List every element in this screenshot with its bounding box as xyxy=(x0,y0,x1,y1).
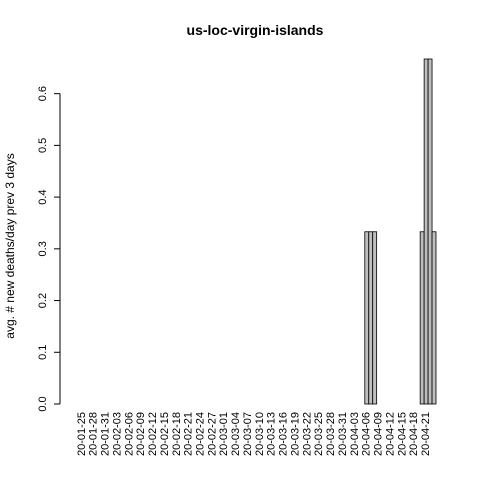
bar xyxy=(368,231,374,405)
x-tick-label: 20-03-10 xyxy=(254,412,266,456)
y-tick-label: 0.3 xyxy=(37,241,49,256)
x-tick-label: 20-03-31 xyxy=(337,412,349,456)
bar xyxy=(431,231,437,405)
x-tick-label: 20-01-25 xyxy=(76,412,88,456)
bar xyxy=(427,58,433,405)
x-tick-label: 20-03-22 xyxy=(301,412,313,456)
x-axis: 20-01-25 20-01-28 20-01-31 20-02-03 20-02-06… xyxy=(76,412,432,456)
y-tick-label: 0.0 xyxy=(37,396,49,411)
x-tick-label: 20-01-28 xyxy=(88,412,100,456)
x-tick-label: 20-04-21 xyxy=(420,412,432,456)
x-tick-label: 20-03-25 xyxy=(313,412,325,456)
y-tick-label: 0.4 xyxy=(37,189,49,204)
x-tick-label: 20-04-03 xyxy=(349,412,361,456)
x-tick-label: 20-03-04 xyxy=(230,412,242,456)
x-tick-label: 20-02-27 xyxy=(206,412,218,456)
x-tick-label: 20-02-06 xyxy=(123,412,135,456)
x-tick-label: 20-03-01 xyxy=(218,412,230,456)
y-tick-label: 0.6 xyxy=(37,86,49,101)
chart-title: us-loc-virgin-islands xyxy=(187,22,324,38)
bar xyxy=(423,58,429,405)
bar xyxy=(419,231,425,405)
y-tick-label: 0.1 xyxy=(37,345,49,360)
x-tick-label: 20-02-09 xyxy=(135,412,147,456)
x-tick-label: 20-03-13 xyxy=(266,412,278,456)
x-tick-label: 20-02-12 xyxy=(147,412,159,456)
x-tick-label: 20-03-16 xyxy=(278,412,290,456)
y-axis-label: avg. # new deaths/day prev 3 days xyxy=(3,153,17,338)
bar xyxy=(364,231,370,405)
x-tick-label: 20-04-15 xyxy=(396,412,408,456)
x-tick-label: 20-04-09 xyxy=(373,412,385,456)
x-tick-label: 20-03-28 xyxy=(325,412,337,456)
y-tick-label: 0.2 xyxy=(37,293,49,308)
x-tick-label: 20-04-12 xyxy=(384,412,396,456)
x-tick-label: 20-02-15 xyxy=(159,412,171,456)
x-tick-label: 20-03-07 xyxy=(242,412,254,456)
x-tick-label: 20-02-18 xyxy=(171,412,183,456)
x-tick-label: 20-03-19 xyxy=(289,412,301,456)
x-tick-label: 20-02-21 xyxy=(183,412,195,456)
x-tick-label: 20-02-03 xyxy=(111,412,123,456)
bars-group xyxy=(364,58,437,405)
x-tick-label: 20-01-31 xyxy=(100,412,112,456)
y-axis: 0.0 0.1 0.2 0.3 0.4 0.5 0.6 xyxy=(37,86,61,412)
x-tick-label: 20-02-24 xyxy=(194,412,206,456)
x-tick-label: 20-04-18 xyxy=(408,412,420,456)
bar xyxy=(372,231,378,405)
y-tick-label: 0.5 xyxy=(37,138,49,153)
x-tick-label: 20-04-06 xyxy=(361,412,373,456)
